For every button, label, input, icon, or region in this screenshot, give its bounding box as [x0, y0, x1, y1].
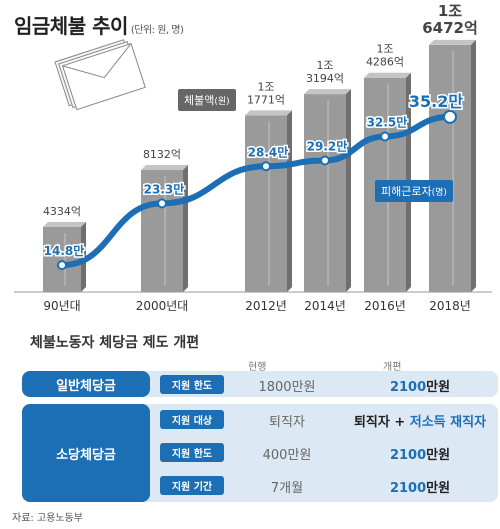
bars-layer: [14, 39, 492, 293]
labels-layer: 4334억90년대8132억2000년대1조1771억2012년1조3194억2…: [42, 2, 478, 313]
category-label-1: 2000년대: [136, 299, 189, 313]
bar-value-label-2-1: 1771억: [247, 93, 285, 106]
small-label: 소당체당금: [22, 404, 150, 502]
general-tag: 지원 한도: [160, 375, 224, 394]
bar-5: [429, 39, 476, 292]
bar-value-label-4-0: 1조: [376, 43, 393, 56]
bar-1: [141, 165, 188, 292]
worker-value-label-3: 29.2만: [307, 138, 348, 153]
chart-title: 임금체불 추이 (단위: 원, 명): [14, 10, 184, 39]
worker-point-3: [320, 155, 330, 166]
category-label-0: 90년대: [43, 299, 80, 313]
worker-value-label-2: 28.4만: [248, 144, 289, 159]
small-band: 소당체당금 지원 대상 퇴직자 퇴직자 + 저소득 재직자 지원 한도 400만…: [22, 404, 498, 502]
worker-point-1: [157, 198, 167, 209]
small-new-limit-num: 2100: [389, 448, 427, 463]
bar-stripe-0: [63, 232, 66, 286]
bar-stripe-1: [164, 176, 167, 286]
bar-stripe-3: [327, 100, 330, 286]
legend-bar-tag: 체불액(원): [178, 89, 236, 111]
worker-point-4: [380, 131, 390, 142]
bar-side-2: [287, 110, 292, 292]
reform-section: 체불노동자 체당금 제도 개편 현행 개편 일반체당금 지원 한도 1800만원…: [0, 318, 500, 508]
small-new-target: 퇴직자 + 저소득 재직자: [332, 411, 500, 430]
small-new-period: 2100만원: [332, 477, 500, 496]
general-new-num: 2100: [389, 380, 427, 395]
bar-front-3: [304, 94, 346, 292]
general-new: 2100만원: [332, 376, 500, 395]
category-label-5: 2018년: [429, 299, 471, 313]
bar-stripe-5: [452, 50, 455, 286]
bar-front-5: [429, 44, 471, 292]
bar-top-3: [304, 89, 351, 95]
source-note: 자료: 고용노동부: [12, 513, 83, 524]
small-old-period: 7개월: [270, 481, 304, 496]
legend-bar-unit: (원): [214, 97, 230, 107]
bar-front-1: [141, 170, 183, 292]
legend-line-text: 피해근로자: [381, 185, 432, 198]
bar-value-label-0-0: 4334억: [43, 205, 81, 218]
general-band: 일반체당금 지원 한도 1800만원 2100만원: [22, 371, 498, 397]
small-tag-limit: 지원 한도: [160, 443, 224, 462]
legend-line-unit: (명): [431, 188, 447, 198]
bar-value-label-3-0: 1조: [316, 59, 333, 72]
legend-bar-text: 체불액: [184, 94, 215, 107]
worker-value-label-4: 32.5만: [367, 115, 408, 130]
chart-area: 4334억90년대8132억2000년대1조1771억2012년1조3194억2…: [14, 2, 492, 313]
worker-value-label-1: 23.3만: [144, 181, 185, 196]
bar-side-5: [471, 39, 476, 292]
small-tag-period: 지원 기간: [160, 476, 224, 495]
legend-line-tag: 피해근로자(명): [375, 180, 453, 202]
header-old: 현행: [248, 362, 267, 373]
general-old: 1800만원: [258, 380, 316, 395]
small-new-target-a: 퇴직자 +: [353, 415, 410, 430]
bar-front-2: [245, 115, 287, 292]
category-label-2: 2012년: [245, 299, 287, 313]
general-new-rest: 만원: [426, 380, 451, 395]
bar-top-1: [141, 165, 188, 171]
bar-side-3: [346, 89, 351, 292]
small-new-period-num: 2100: [389, 481, 427, 496]
worker-point-5: [443, 109, 457, 124]
worker-point-2: [261, 161, 271, 172]
reform-title: 체불노동자 체당금 제도 개편: [30, 335, 200, 351]
bar-3: [304, 89, 351, 292]
small-new-limit: 2100만원: [332, 444, 500, 463]
worker-value-label-0: 14.8만: [44, 243, 85, 258]
bar-front-0: [43, 226, 81, 292]
title-unit: (단위: 원, 명): [130, 25, 184, 36]
small-tag-target: 지원 대상: [160, 410, 224, 429]
category-label-4: 2016년: [364, 299, 406, 313]
small-new-period-rest: 만원: [426, 481, 451, 496]
title-text: 임금체불 추이: [14, 14, 128, 38]
bar-2: [245, 110, 292, 292]
bar-value-label-5-0: 1조: [438, 2, 462, 20]
bar-value-label-5-1: 6472억: [422, 19, 478, 37]
small-new-limit-rest: 만원: [426, 448, 451, 463]
bar-top-2: [245, 110, 292, 116]
general-label: 일반체당금: [22, 371, 150, 397]
bar-value-label-4-1: 4286억: [366, 56, 404, 69]
worker-value-label-5: 35.2만: [409, 92, 463, 111]
small-new-target-b: 저소득 재직자: [409, 415, 487, 430]
bar-stripe-2: [268, 121, 271, 286]
bar-top-5: [429, 39, 476, 45]
bar-value-label-1-0: 8132억: [143, 148, 181, 161]
small-old-target: 퇴직자: [269, 415, 305, 430]
bar-value-label-3-1: 3194억: [306, 72, 344, 85]
bar-side-0: [81, 221, 86, 292]
small-old-limit: 400만원: [262, 448, 312, 463]
envelope-illustration: [54, 39, 146, 111]
line-layer: [57, 109, 457, 271]
bar-top-0: [43, 221, 86, 227]
bar-value-label-2-0: 1조: [257, 80, 274, 93]
category-label-3: 2014년: [304, 299, 346, 313]
header-new: 개편: [383, 362, 402, 373]
bar-0: [43, 221, 86, 292]
bar-top-4: [364, 72, 411, 78]
worker-point-0: [57, 260, 67, 271]
